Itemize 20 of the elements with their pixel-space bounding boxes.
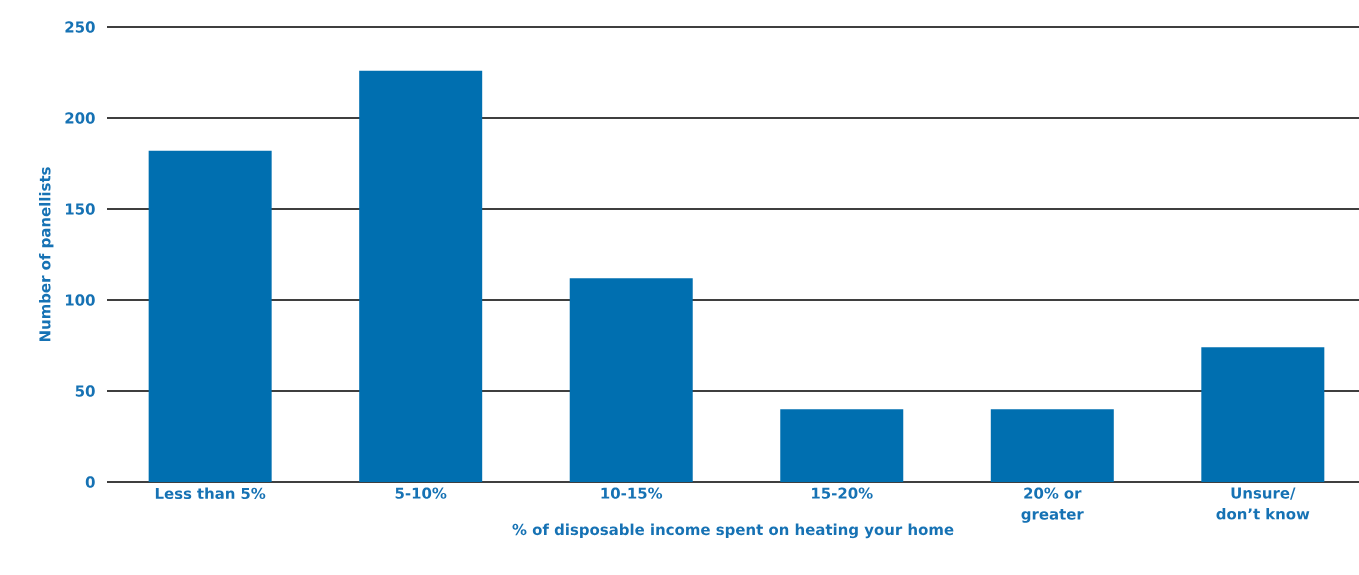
y-axis-title: Number of panellists xyxy=(38,167,54,342)
x-tick-label: 5-10% xyxy=(395,487,447,499)
bar xyxy=(359,70,483,482)
y-tick-label: 0 xyxy=(85,476,95,488)
y-tick-label: 50 xyxy=(75,385,95,397)
x-tick-label: 20% or greater xyxy=(1021,487,1084,523)
bar xyxy=(1201,347,1325,482)
bar xyxy=(148,150,272,482)
y-tick-label: 250 xyxy=(65,21,95,33)
bar xyxy=(780,409,904,482)
y-tick-label: 200 xyxy=(65,112,95,124)
x-axis-title: % of disposable income spent on heating your home xyxy=(512,523,954,539)
x-tick-label: Unsure/ don’t know xyxy=(1216,487,1310,520)
x-tick-label: 15-20% xyxy=(812,487,873,499)
y-tick-label: 100 xyxy=(65,294,95,306)
bar xyxy=(990,409,1114,482)
x-tick-label: 10-15% xyxy=(601,487,663,499)
x-tick-label: Less than 5% xyxy=(155,487,266,500)
bar xyxy=(569,278,693,482)
y-tick-label: 150 xyxy=(65,203,95,215)
